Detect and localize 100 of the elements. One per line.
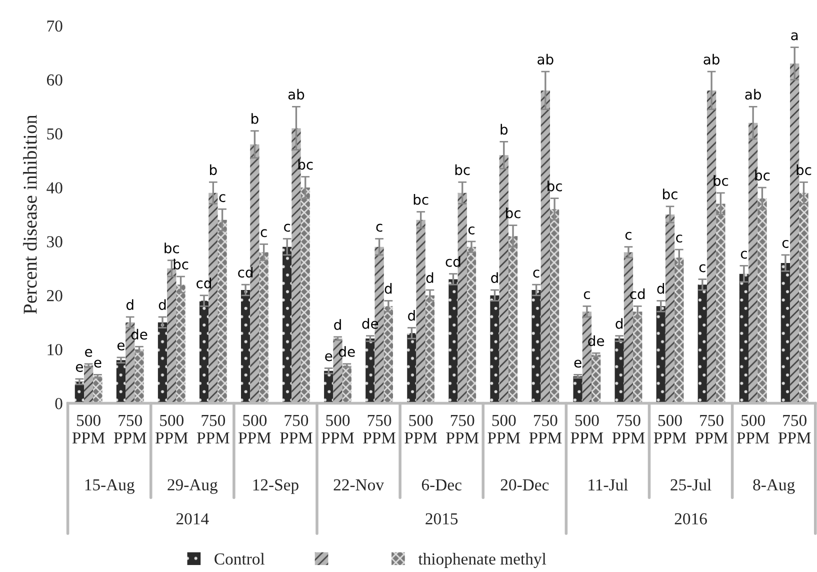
data-label: bc [663,188,678,200]
data-label: c [284,224,290,232]
bar [633,312,642,404]
y-tick-label: 50 [47,128,62,140]
y-tick-label: 10 [48,344,62,356]
x-tick-label: 500 PPM [736,414,770,444]
data-label: bc [298,158,313,170]
bar [758,198,767,404]
bar [134,349,144,404]
bar [665,214,675,404]
bar [550,209,560,404]
bar [508,236,518,404]
bar [407,333,416,404]
bar [176,284,186,404]
data-label: cd [238,266,253,278]
bar [674,258,684,404]
data-label: ab [704,54,720,65]
data-label: e [117,342,125,350]
bar [259,252,268,404]
data-label: bc [164,242,179,254]
bar [739,274,748,404]
bar [656,306,666,404]
data-label: d [426,272,434,283]
text: 8-Aug [753,479,795,494]
legend-label: thiophenate methyl [418,552,546,568]
data-label: c [740,250,747,259]
x-tick-label: 500 PPM [72,414,105,444]
data-label: ab [288,88,304,100]
data-label: d [616,318,622,329]
data-label: c [625,232,632,240]
bar [416,220,426,404]
bar [698,284,707,404]
data-label: e [94,360,102,368]
data-label: c [533,270,540,278]
bar [167,268,176,404]
x-tick-label: 750 PPM [363,414,396,444]
bar [799,192,808,404]
bar [199,300,209,404]
data-label: c [676,234,682,243]
text: 6-Dec [422,479,462,490]
bar [780,263,790,404]
data-label: d [384,283,392,294]
data-label: c [468,226,474,234]
bar [116,360,126,404]
legend-label: Control [214,552,265,565]
bar [84,366,94,404]
text: 25-Jul [670,478,712,490]
data-label: c [376,224,382,232]
bar [158,322,168,404]
bar [716,204,726,404]
data-label: e [574,360,582,368]
x-tick-label: 750 PPM [529,414,562,444]
data-label: bc [755,170,770,181]
x-tick-label: 500 PPM [322,414,354,444]
bar [384,306,393,404]
bar [592,354,601,404]
data-label: de [362,318,378,329]
data-label: c [699,264,706,272]
x-tick-label: 750 PPM [612,414,645,444]
x-tick-label: 500 PPM [155,414,188,444]
text: 2014 [176,513,209,524]
bar [614,338,624,404]
x-tick-label: 500 PPM [404,414,438,444]
y-tick-label: 60 [47,74,62,86]
text: 22-Nov [334,479,384,490]
data-label: d [491,272,498,283]
bar [532,290,541,404]
data-label: c [219,194,226,202]
bar [74,382,84,404]
x-tick-label: 750 PPM [446,414,479,444]
data-label: de [131,328,148,340]
x-tick-label: 750 PPM [280,414,312,444]
bar [300,188,310,404]
data-label: d [126,299,134,310]
bar [466,246,476,404]
data-label: d [657,283,664,294]
data-label: c [260,229,267,238]
data-label: b [252,113,258,124]
text: 12-Sep [253,479,298,494]
text: 2015 [426,513,458,524]
x-tick-label: 500 PPM [488,414,520,444]
data-label: ab [538,54,554,65]
data-label: c [584,291,590,300]
data-label: cd [196,278,211,288]
y-tick-label: 30 [47,236,62,248]
data-label: cd [630,288,645,300]
data-label: ab [745,88,761,100]
bar [240,290,250,404]
bar [218,220,227,404]
data-label: b [500,124,508,135]
data-label: bc [548,180,562,192]
data-label: e [76,364,83,372]
x-tick-label: 750 PPM [196,414,230,444]
data-label: d [158,299,166,310]
y-tick-label: 70 [47,20,62,32]
x-tick-label: 750 PPM [695,414,728,444]
text: 11-Jul [588,478,628,490]
data-label: cd [446,256,460,267]
data-label: bc [174,258,188,270]
data-label: c [782,240,788,248]
